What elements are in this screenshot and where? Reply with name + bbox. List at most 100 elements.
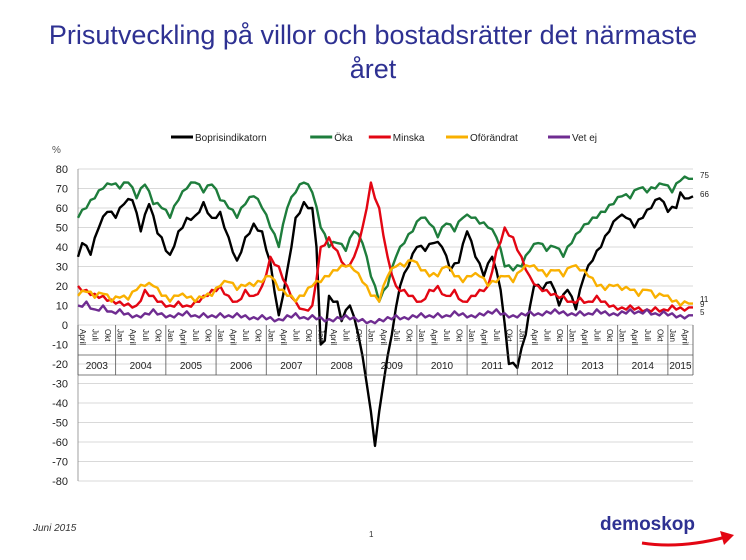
y-tick-label: 60 <box>56 203 68 215</box>
x-tick-label: Juli <box>141 329 150 341</box>
x-tick-label: Jan <box>166 329 175 342</box>
x-tick-label: Juli <box>342 329 351 341</box>
year-label: 2004 <box>130 361 153 372</box>
x-tick-label: Juli <box>542 329 551 341</box>
x-tick-label: April <box>279 329 288 345</box>
y-tick-label: -10 <box>52 340 68 352</box>
x-tick-label: April <box>178 329 187 345</box>
series-line-4 <box>77 300 693 325</box>
x-tick-label: Jan <box>116 329 125 342</box>
x-tick-label: Okt <box>605 329 614 342</box>
year-label: 2007 <box>280 361 303 372</box>
x-tick-label: Juli <box>442 329 451 341</box>
x-tick-label: Okt <box>655 329 664 342</box>
series-line-1 <box>76 175 693 303</box>
year-label: 2009 <box>381 361 404 372</box>
series-line-3 <box>77 259 693 307</box>
x-tick-label: Jan <box>316 329 325 342</box>
y-tick-label: 30 <box>56 262 68 274</box>
brand-logo: demoskop <box>600 514 696 535</box>
x-tick-label: Jan <box>517 329 526 342</box>
end-value-label: 11 <box>700 295 709 304</box>
legend-entry: Minska <box>393 133 425 144</box>
y-tick-label: 70 <box>56 184 68 196</box>
year-label: 2010 <box>431 361 454 372</box>
y-tick-label: 40 <box>56 242 68 254</box>
series-line-0 <box>76 191 694 448</box>
x-tick-label: Okt <box>254 329 263 342</box>
y-axis-label: % <box>52 145 61 156</box>
year-label: 2005 <box>180 361 203 372</box>
x-tick-label: Okt <box>304 329 313 342</box>
year-label: 2011 <box>481 361 503 372</box>
x-tick-label: Okt <box>505 329 514 342</box>
x-tick-label: Jan <box>467 329 476 342</box>
footer-date: Juni 2015 <box>33 523 77 534</box>
y-tick-label: 80 <box>56 164 68 176</box>
brand-swoosh-icon <box>641 531 734 547</box>
x-tick-label: Jan <box>266 329 275 342</box>
x-tick-label: April <box>379 329 388 345</box>
year-label: 2003 <box>86 361 109 372</box>
end-value-label: 5 <box>700 308 705 317</box>
x-tick-label: Juli <box>593 329 602 341</box>
legend-entry: Vet ej <box>572 133 597 144</box>
legend-entry: Oförändrat <box>470 133 518 144</box>
y-tick-label: 10 <box>56 301 68 313</box>
y-tick-label: 20 <box>56 281 68 293</box>
y-tick-label: -40 <box>52 398 68 410</box>
x-tick-label: April <box>429 329 438 345</box>
page-number: 1 <box>369 530 374 539</box>
year-label: 2015 <box>669 361 692 372</box>
x-tick-label: Juli <box>241 329 250 341</box>
x-tick-label: April <box>128 329 137 345</box>
x-tick-label: Jan <box>367 329 376 342</box>
year-label: 2012 <box>531 361 554 372</box>
x-tick-label: Juli <box>492 329 501 341</box>
legend-entry: Boprisindikatorn <box>195 133 267 144</box>
x-tick-label: Okt <box>555 329 564 342</box>
x-tick-label: April <box>630 329 639 345</box>
end-value-label: 66 <box>700 190 709 199</box>
x-tick-label: Juli <box>91 329 100 341</box>
x-tick-label: Okt <box>404 329 413 342</box>
x-tick-label: Jan <box>668 329 677 342</box>
y-tick-label: -70 <box>52 457 68 469</box>
legend-entry: Öka <box>334 132 353 144</box>
x-tick-label: April <box>229 329 238 345</box>
x-tick-label: April <box>580 329 589 345</box>
end-value-label: 75 <box>700 171 709 180</box>
x-tick-label: Okt <box>354 329 363 342</box>
y-tick-label: -60 <box>52 437 68 449</box>
x-tick-label: Okt <box>455 329 464 342</box>
chart-title: Prisutveckling på villor och bostadsrätt… <box>48 20 698 84</box>
x-tick-label: Jan <box>618 329 627 342</box>
y-tick-label: 0 <box>62 320 68 332</box>
year-label: 2013 <box>581 361 604 372</box>
x-tick-label: April <box>78 329 87 345</box>
x-tick-label: Jan <box>417 329 426 342</box>
x-tick-label: Okt <box>103 329 112 342</box>
x-tick-label: Okt <box>153 329 162 342</box>
x-tick-label: Juli <box>643 329 652 341</box>
year-label: 2008 <box>330 361 353 372</box>
x-tick-label: April <box>530 329 539 345</box>
x-tick-label: Juli <box>191 329 200 341</box>
series-line-2 <box>77 181 693 313</box>
y-tick-label: -50 <box>52 418 68 430</box>
x-tick-label: Okt <box>204 329 213 342</box>
x-tick-label: Jan <box>216 329 225 342</box>
y-tick-label: -30 <box>52 379 68 391</box>
y-tick-label: 50 <box>56 223 68 235</box>
x-tick-label: Juli <box>392 329 401 341</box>
x-tick-label: Juli <box>291 329 300 341</box>
year-label: 2014 <box>632 361 655 372</box>
x-tick-label: April <box>329 329 338 345</box>
x-tick-label: April <box>480 329 489 345</box>
end-value-label: 9 <box>700 300 705 309</box>
x-tick-label: Jan <box>567 329 576 342</box>
x-tick-label: April <box>680 329 689 345</box>
year-label: 2006 <box>230 361 253 372</box>
y-tick-label: -20 <box>52 359 68 371</box>
